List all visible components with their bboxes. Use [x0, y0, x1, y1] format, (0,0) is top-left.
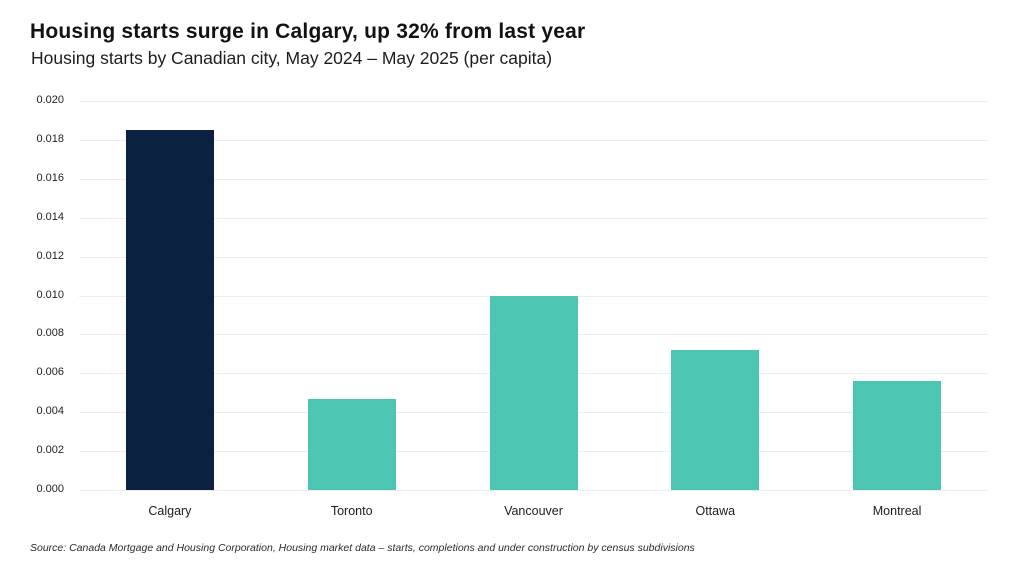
- bar-montreal: [853, 381, 942, 490]
- x-axis-label: Vancouver: [504, 504, 563, 518]
- y-tick-label: 0.008: [36, 327, 64, 340]
- gridline: [79, 101, 988, 102]
- chart-subtitle: Housing starts by Canadian city, May 202…: [31, 48, 553, 68]
- x-axis-label: Toronto: [330, 504, 373, 518]
- gridline: [79, 490, 988, 491]
- y-tick-label: 0.016: [36, 171, 64, 184]
- gridline: [79, 217, 988, 219]
- y-tick-label: 0.014: [36, 210, 64, 223]
- y-tick-label: 0.004: [36, 405, 64, 418]
- x-axis-label: Montreal: [872, 504, 922, 518]
- gridline: [79, 256, 988, 258]
- y-tick-label: 0.006: [36, 366, 64, 379]
- bar-calgary: [125, 130, 214, 490]
- bar-toronto: [307, 398, 396, 490]
- chart-title: Housing starts surge in Calgary, up 32% …: [30, 20, 586, 43]
- x-axis-label: Calgary: [148, 504, 192, 518]
- y-tick-label: 0.000: [36, 483, 64, 495]
- plot-area: [79, 101, 988, 491]
- gridline: [79, 139, 988, 141]
- y-tick-label: 0.002: [36, 444, 64, 457]
- y-tick-label: 0.020: [36, 94, 64, 106]
- gridline: [79, 178, 988, 180]
- y-tick-label: 0.010: [36, 288, 64, 301]
- x-axis-label: Ottawa: [695, 504, 736, 518]
- y-tick-label: 0.018: [36, 132, 64, 145]
- y-tick-label: 0.012: [36, 249, 64, 262]
- bar-vancouver: [489, 295, 578, 490]
- source-note: Source: Canada Mortgage and Housing Corp…: [30, 542, 695, 554]
- bar-ottawa: [671, 349, 760, 490]
